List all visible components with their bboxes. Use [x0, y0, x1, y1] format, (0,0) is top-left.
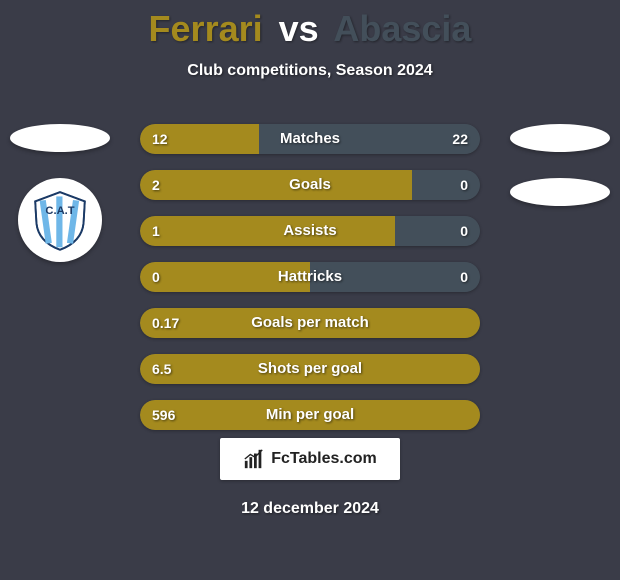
- stat-label: Shots per goal: [140, 354, 480, 384]
- site-badge: FcTables.com: [220, 438, 400, 480]
- subtitle: Club competitions, Season 2024: [0, 62, 620, 80]
- club-shield-icon: C.A.T: [29, 189, 91, 251]
- stat-row: 0.17Goals per match: [140, 308, 480, 338]
- stat-row: 6.5Shots per goal: [140, 354, 480, 384]
- player2-name: Abascia: [333, 8, 471, 49]
- stat-row: 2Goals0: [140, 170, 480, 200]
- footer-date: 12 december 2024: [0, 500, 620, 518]
- stat-label: Matches: [140, 124, 480, 154]
- stat-label: Hattricks: [140, 262, 480, 292]
- stats-panel: 12Matches222Goals01Assists00Hattricks00.…: [140, 124, 480, 446]
- stat-label: Goals: [140, 170, 480, 200]
- player2-avatar-placeholder: [510, 124, 610, 152]
- stat-row: 596Min per goal: [140, 400, 480, 430]
- player1-name: Ferrari: [149, 8, 263, 49]
- stat-value-right: 22: [452, 124, 468, 154]
- stat-label: Goals per match: [140, 308, 480, 338]
- stat-row: 12Matches22: [140, 124, 480, 154]
- bar-chart-icon: [243, 448, 265, 470]
- stat-value-right: 0: [460, 216, 468, 246]
- page-title: Ferrari vs Abascia: [0, 0, 620, 50]
- club-initials: C.A.T: [45, 205, 74, 217]
- stat-value-right: 0: [460, 170, 468, 200]
- player1-club-logo: C.A.T: [18, 178, 102, 262]
- stat-value-right: 0: [460, 262, 468, 292]
- stat-label: Min per goal: [140, 400, 480, 430]
- site-name: FcTables.com: [271, 450, 377, 468]
- stat-row: 1Assists0: [140, 216, 480, 246]
- player2-club-placeholder: [510, 178, 610, 206]
- stat-label: Assists: [140, 216, 480, 246]
- player1-avatar-placeholder: [10, 124, 110, 152]
- stat-row: 0Hattricks0: [140, 262, 480, 292]
- vs-label: vs: [273, 8, 325, 49]
